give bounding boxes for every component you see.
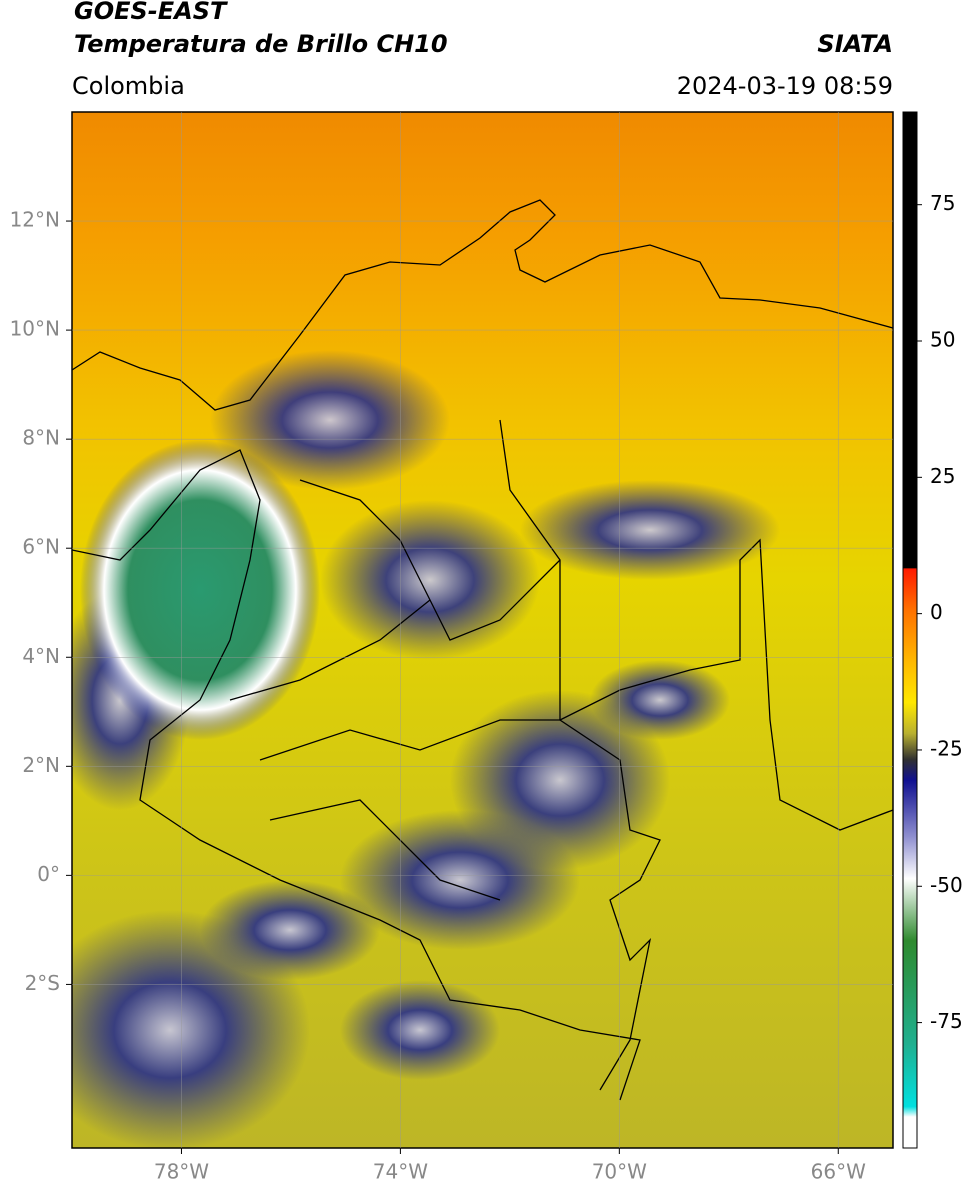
region: Colombia (72, 72, 185, 100)
colorbar-tick-label: 25 (930, 464, 955, 488)
subtitle: Temperatura de Brillo CH10 (74, 30, 448, 58)
y-tick-label: 8°N (22, 426, 60, 450)
borders (72, 199, 893, 1101)
x-tick-label: 66°W (811, 1160, 866, 1184)
y-tick-label: 12°N (10, 208, 60, 232)
y-tick-label: 4°N (22, 644, 60, 668)
map-frame (71, 111, 894, 1149)
satellite-image (72, 112, 893, 1148)
title: GOES-EAST (74, 0, 228, 25)
colorbar-tick-label: 50 (930, 328, 955, 352)
storm (80, 440, 320, 740)
colorbar (902, 111, 918, 1149)
colorbar-tick-label: 75 (930, 191, 955, 215)
colorbar-tick-label: -50 (930, 873, 963, 897)
x-tick-label: 74°W (373, 1160, 428, 1184)
x-tick-label: 70°W (592, 1160, 647, 1184)
y-tick-label: 2°S (25, 971, 60, 995)
y-tick-label: 10°N (10, 317, 60, 341)
y-tick-label: 2°N (22, 753, 60, 777)
x-tick-label: 78°W (154, 1160, 209, 1184)
colorbar-tick-label: -75 (930, 1009, 963, 1033)
datetime: 2024-03-19 08:59 (677, 72, 893, 100)
colorbar-tick-label: -25 (930, 736, 963, 760)
y-tick-label: 0° (37, 862, 60, 886)
colorbar-tick-label: 0 (930, 600, 943, 624)
source: SIATA (817, 30, 893, 58)
y-tick-label: 6°N (22, 535, 60, 559)
